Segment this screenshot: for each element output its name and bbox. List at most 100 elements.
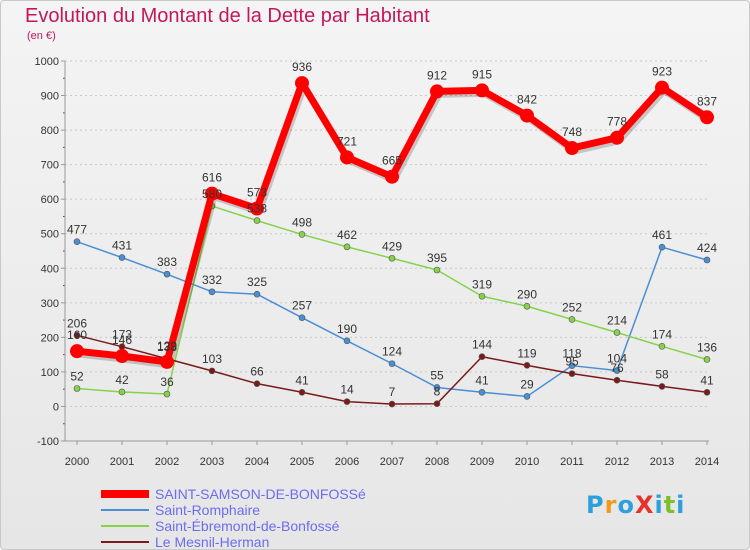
x-tick-label: 2002	[155, 456, 179, 468]
data-label: 146	[112, 333, 132, 347]
data-point	[208, 288, 216, 296]
data-point	[475, 83, 489, 98]
data-point	[430, 84, 444, 99]
data-label: 138	[157, 340, 177, 354]
data-label: 915	[472, 67, 492, 81]
data-label: 332	[202, 273, 222, 287]
data-label: 136	[697, 340, 717, 354]
logo-letter: r	[604, 491, 618, 519]
data-point	[250, 201, 264, 216]
data-point	[253, 290, 261, 298]
data-label: 778	[607, 115, 627, 129]
x-tick-label: 2011	[560, 456, 584, 468]
logo-letter: P	[586, 491, 605, 519]
data-label: 173	[112, 328, 132, 342]
data-label: 721	[337, 134, 357, 148]
data-label: 498	[292, 215, 312, 229]
data-point	[655, 80, 669, 95]
y-tick-label: 0	[53, 401, 59, 413]
data-point	[523, 393, 531, 400]
data-label: 36	[160, 375, 174, 389]
y-tick-label: 300	[41, 298, 59, 310]
data-point	[568, 362, 576, 369]
data-point	[340, 150, 354, 165]
y-tick-label: 500	[41, 229, 59, 241]
data-point	[163, 390, 171, 398]
x-tick-label: 2012	[605, 456, 629, 468]
data-point	[478, 353, 486, 361]
data-point	[658, 343, 666, 350]
data-label: 257	[292, 299, 312, 313]
data-point	[70, 344, 84, 359]
data-point	[613, 329, 621, 336]
data-point	[568, 316, 576, 323]
x-tick-label: 2009	[470, 456, 494, 468]
data-label: 41	[475, 373, 489, 387]
x-tick-label: 2001	[110, 456, 134, 468]
data-point	[115, 349, 129, 364]
data-label: 66	[250, 365, 264, 379]
x-tick-label: 2000	[65, 456, 89, 468]
data-label: 252	[562, 300, 582, 314]
data-label: 190	[337, 322, 357, 336]
data-label: 936	[292, 60, 312, 74]
x-tick-label: 2004	[245, 456, 269, 468]
data-point	[433, 266, 441, 274]
data-label: 748	[562, 125, 582, 139]
data-point	[478, 388, 486, 396]
y-tick-label: 200	[41, 332, 59, 344]
data-point	[703, 356, 711, 363]
data-label: 538	[247, 202, 267, 216]
data-label: 104	[607, 352, 627, 366]
data-label: 325	[247, 275, 267, 289]
data-label: 424	[697, 241, 717, 255]
legend-label: Le Mesnil-Herman	[155, 534, 269, 550]
data-point	[205, 186, 219, 201]
data-point	[388, 254, 396, 262]
data-label: 461	[652, 228, 672, 242]
data-point	[433, 384, 441, 391]
proxiti-logo: ProXiti	[586, 491, 685, 519]
legend-label: Saint-Romphaire	[155, 502, 260, 518]
data-label: 58	[655, 367, 669, 381]
data-label: 8	[434, 385, 441, 399]
logo-letter: X	[634, 491, 655, 519]
x-tick-label: 2007	[380, 456, 404, 468]
data-label: 429	[382, 239, 402, 253]
data-label: 124	[382, 345, 402, 359]
data-point	[118, 388, 126, 396]
data-label: 129	[157, 339, 177, 353]
y-tick-label: 900	[41, 91, 59, 103]
y-tick-label: 100	[41, 367, 59, 379]
data-point	[703, 388, 711, 396]
data-label: 923	[652, 65, 672, 79]
x-tick-label: 2014	[695, 456, 719, 468]
data-point	[388, 360, 396, 367]
data-label: 573	[247, 186, 267, 200]
data-label: 119	[517, 346, 536, 360]
x-tick-label: 2010	[515, 456, 539, 468]
data-label: 431	[112, 239, 132, 253]
data-label: 290	[517, 287, 537, 301]
data-point	[73, 385, 81, 392]
y-tick-label: 800	[41, 125, 59, 137]
data-point	[73, 331, 81, 339]
data-label: 665	[382, 154, 402, 168]
logo-letter: o	[617, 491, 635, 519]
data-point	[568, 370, 576, 377]
data-point	[343, 337, 351, 345]
data-point	[160, 354, 174, 369]
y-tick-label: 1000	[35, 56, 59, 68]
data-point	[298, 314, 306, 321]
data-point	[613, 367, 621, 374]
legend-label: Saint-Ébremond-de-Bonfossé	[155, 518, 340, 534]
data-point	[298, 388, 306, 396]
data-point	[478, 292, 486, 300]
data-label: 76	[610, 361, 624, 375]
data-point	[433, 400, 441, 407]
chart-subtitle: (en €)	[27, 30, 56, 42]
data-label: 144	[472, 338, 492, 352]
y-tick-label: 700	[41, 160, 59, 172]
data-point	[253, 217, 261, 224]
